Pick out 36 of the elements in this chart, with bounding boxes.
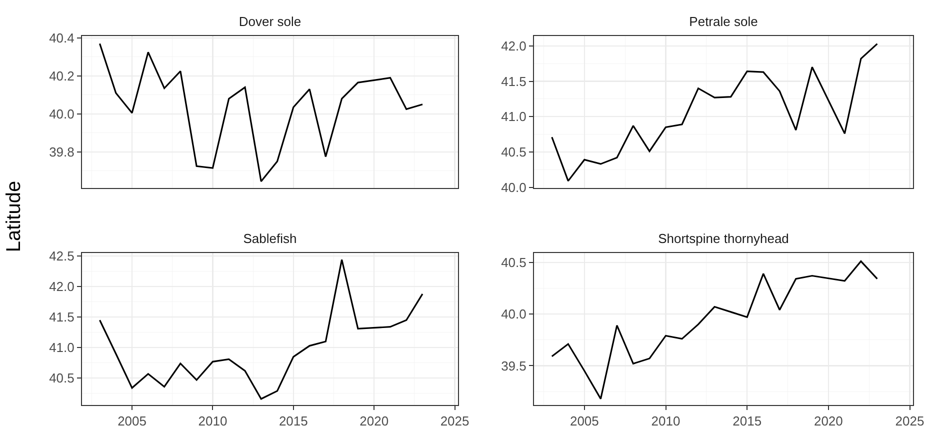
y-tick-label: 42.0 [49, 279, 74, 294]
x-tick-label: 2025 [895, 414, 924, 429]
y-tick-label: 40.4 [49, 30, 74, 46]
x-tick-label: 2025 [440, 414, 470, 429]
chart-title: Sablefish [243, 231, 297, 246]
chart-title: Petrale sole [689, 14, 758, 29]
y-axis-title: Latitude [4, 180, 26, 252]
chart-title: Dover sole [238, 14, 302, 29]
x-tick-label: 2020 [360, 414, 389, 429]
line-series [98, 258, 424, 400]
x-tick-label: 2005 [570, 414, 599, 429]
y-tick-label: 40.5 [501, 144, 526, 160]
y-tick-label: 41.5 [501, 74, 526, 89]
y-tick-label: 41.0 [49, 340, 74, 356]
y-tick-label: 40.0 [49, 106, 74, 122]
line-series [98, 42, 424, 182]
y-tick-label: 41.5 [49, 310, 74, 325]
x-tick-label: 2020 [814, 414, 843, 429]
y-tick-label: 42.5 [49, 248, 74, 264]
y-tick-label: 40.5 [501, 254, 526, 270]
y-tick-label: 40.0 [501, 180, 526, 195]
y-tick-label: 40.0 [501, 306, 526, 322]
x-tick-label: 2015 [732, 414, 762, 429]
x-tick-label: 2010 [651, 414, 680, 429]
x-tick-label: 2015 [278, 414, 308, 429]
y-tick-label: 40.5 [49, 370, 74, 386]
x-tick-label: 2005 [118, 414, 146, 429]
y-tick-label: 39.5 [501, 358, 526, 374]
x-tick-label: 2010 [198, 414, 228, 429]
line-series [551, 260, 878, 400]
chart-title: Shortspine thornyhead [658, 231, 789, 246]
y-tick-label: 41.0 [501, 109, 526, 124]
line-series [551, 42, 878, 182]
y-tick-label: 39.8 [49, 144, 74, 160]
y-tick-label: 42.0 [501, 38, 526, 54]
y-tick-label: 40.2 [49, 68, 74, 84]
